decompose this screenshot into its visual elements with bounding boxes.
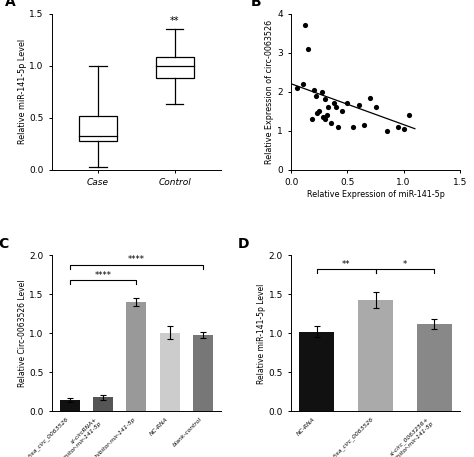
Y-axis label: Relative miR-141-5p Level: Relative miR-141-5p Level [18, 39, 27, 144]
Point [366, 94, 374, 101]
Point [349, 123, 357, 130]
Point [332, 104, 340, 111]
Bar [417, 324, 452, 411]
Point [293, 84, 301, 91]
X-axis label: Relative Expression of miR-141-5p: Relative Expression of miR-141-5p [307, 190, 445, 199]
Text: **: ** [170, 16, 179, 26]
Point [304, 45, 312, 53]
Y-axis label: Relative miR-141-5p Level: Relative miR-141-5p Level [257, 283, 266, 383]
Bar [127, 302, 146, 411]
Point [338, 107, 346, 115]
Point [323, 112, 331, 119]
Point [335, 123, 342, 130]
Point [321, 96, 329, 103]
Text: A: A [5, 0, 16, 9]
Point [313, 110, 321, 117]
Point [319, 113, 327, 121]
Point [316, 107, 323, 115]
Point [301, 22, 309, 29]
Bar [299, 332, 334, 411]
Bar [93, 397, 113, 411]
Point [372, 104, 379, 111]
Y-axis label: Relative Circ-0063526 Level: Relative Circ-0063526 Level [18, 280, 27, 387]
Point [327, 119, 335, 127]
Point [394, 123, 402, 130]
Bar [79, 116, 117, 140]
Point [325, 104, 332, 111]
Bar [155, 58, 194, 78]
Bar [60, 399, 80, 411]
Point [383, 127, 391, 134]
Text: C: C [0, 237, 9, 250]
Point [344, 100, 351, 107]
Text: *: * [403, 260, 407, 269]
Bar [160, 333, 180, 411]
Bar [193, 335, 213, 411]
Point [361, 121, 368, 128]
Point [308, 115, 315, 122]
Point [299, 80, 306, 88]
Point [310, 86, 318, 93]
Text: B: B [251, 0, 262, 9]
Point [330, 100, 338, 107]
Text: D: D [237, 237, 249, 250]
Text: ****: **** [95, 271, 111, 280]
Point [312, 92, 320, 99]
Bar [358, 300, 393, 411]
Point [400, 125, 408, 133]
Point [321, 115, 329, 122]
Point [405, 112, 413, 119]
Text: ****: **** [128, 255, 145, 264]
Point [318, 88, 326, 96]
Point [355, 101, 363, 109]
Text: **: ** [342, 260, 350, 269]
Y-axis label: Relative Expression of circ-0063526: Relative Expression of circ-0063526 [265, 20, 274, 164]
